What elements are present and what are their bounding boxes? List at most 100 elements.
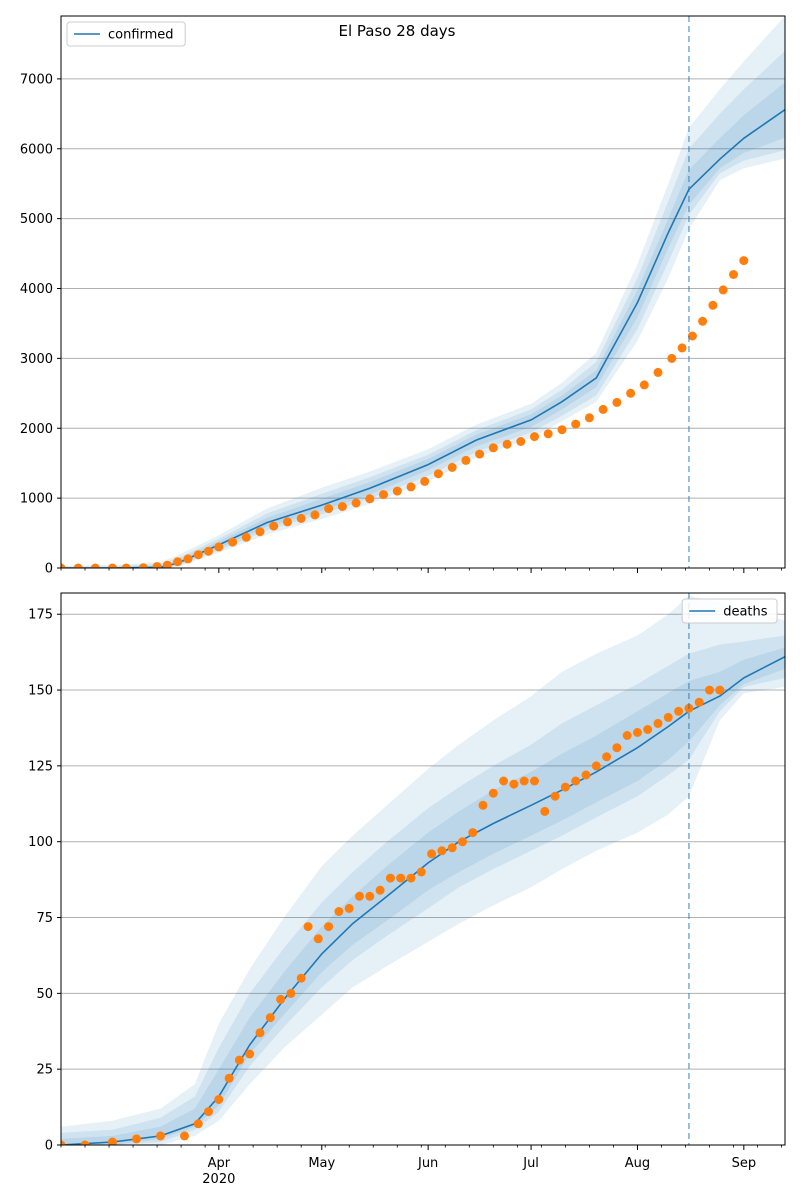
observed-point: [406, 873, 416, 883]
observed-point: [667, 353, 677, 363]
observed-point: [437, 846, 447, 856]
observed-point: [653, 718, 663, 728]
observed-point: [612, 743, 622, 753]
observed-point: [519, 776, 529, 786]
y-tick-label: 175: [28, 608, 53, 623]
observed-point: [310, 510, 320, 520]
observed-point: [324, 922, 334, 932]
panel-confirmed: 0 1000 2000 3000 4000 5000 6000 7000 confirmed: [20, 15, 786, 577]
observed-point: [677, 343, 687, 353]
observed-point: [132, 1134, 141, 1144]
observed-point: [80, 1140, 90, 1145]
observed-point: [458, 837, 467, 847]
observed-point: [626, 388, 636, 398]
uncertainty-band: [61, 635, 785, 1145]
observed-point: [324, 504, 334, 514]
observed-point: [365, 891, 375, 901]
observed-point: [509, 779, 519, 789]
x-tick-label: Aug: [625, 1156, 650, 1171]
observed-point: [255, 527, 265, 537]
observed-point: [73, 563, 83, 568]
observed-point: [193, 1119, 203, 1129]
observed-point: [584, 413, 594, 423]
observed-point: [427, 849, 437, 859]
observed-point: [416, 867, 426, 877]
observed-point: [183, 554, 193, 564]
observed-point: [674, 706, 684, 716]
legend-box: [66, 21, 186, 47]
y-tick-label: 0: [45, 1139, 53, 1154]
x-tick-label: Jun: [417, 1156, 438, 1171]
uncertainty-band: [61, 50, 785, 568]
observed-point: [313, 934, 323, 944]
uncertainty-band: [61, 647, 785, 1145]
observed-point: [633, 728, 642, 737]
observed-point: [729, 270, 738, 279]
observed-point: [571, 776, 581, 786]
observed-point: [560, 782, 570, 792]
observed-point: [488, 443, 498, 453]
observed-point: [663, 712, 673, 722]
observed-point: [180, 1131, 189, 1141]
observed-point: [406, 482, 416, 492]
observed-point: [351, 498, 361, 508]
x-tick-sublabel: 2020: [202, 1172, 235, 1187]
observed-point: [530, 432, 539, 442]
observed-point: [228, 537, 238, 547]
legend-box: [681, 598, 778, 624]
observed-point: [499, 776, 509, 786]
observed-point: [543, 429, 553, 439]
observed-point: [705, 685, 714, 695]
y-tick-label: 100: [28, 835, 53, 850]
observed-point: [540, 806, 550, 816]
y-tick-label: 1000: [20, 492, 53, 507]
uncertainty-band: [61, 82, 785, 568]
observed-point: [162, 560, 172, 568]
observed-point: [571, 419, 581, 429]
axes-frame: [60, 15, 786, 569]
observed-point: [612, 397, 622, 407]
observed-point: [639, 380, 649, 390]
y-tick-label: 2000: [20, 422, 53, 437]
observed-point: [385, 873, 395, 883]
observed-point: [478, 800, 488, 810]
observed-point: [296, 973, 306, 983]
observed-point: [602, 752, 612, 762]
observed-point: [475, 449, 485, 459]
observed-point: [286, 988, 296, 998]
observed-point: [283, 517, 292, 527]
observed-point: [61, 563, 66, 568]
observed-point: [269, 521, 279, 531]
observed-point: [337, 502, 347, 511]
observed-point: [488, 788, 498, 798]
observed-point: [461, 455, 471, 465]
observed-point: [557, 425, 567, 435]
observed-point: [108, 563, 117, 568]
observed-point: [90, 563, 100, 568]
axes-frame: [60, 592, 786, 1146]
observed-point: [214, 1095, 224, 1104]
observed-point: [379, 490, 388, 500]
y-tick-label: 25: [36, 1063, 53, 1078]
observed-point: [214, 542, 224, 552]
y-tick-label: 0: [45, 562, 53, 577]
x-tick-label: Apr: [208, 1156, 231, 1171]
y-tick-label: 4000: [20, 282, 53, 297]
observed-point: [245, 1049, 255, 1059]
observed-point: [365, 494, 375, 504]
observed-point: [550, 791, 560, 801]
observed-point: [204, 1107, 213, 1117]
x-tick-label: Sep: [732, 1156, 757, 1171]
observed-point: [61, 1140, 66, 1145]
observed-point: [276, 994, 286, 1004]
observed-point: [598, 404, 608, 414]
observed-point: [138, 563, 148, 568]
observed-point: [447, 843, 457, 853]
observed-point: [375, 885, 385, 895]
observed-point: [591, 761, 601, 771]
plot-area: [61, 596, 785, 1145]
observed-point: [468, 828, 478, 838]
y-tick-label: 6000: [20, 142, 53, 157]
